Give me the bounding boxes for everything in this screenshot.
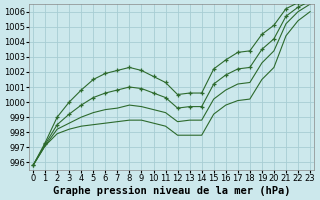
X-axis label: Graphe pression niveau de la mer (hPa): Graphe pression niveau de la mer (hPa) (53, 186, 290, 196)
